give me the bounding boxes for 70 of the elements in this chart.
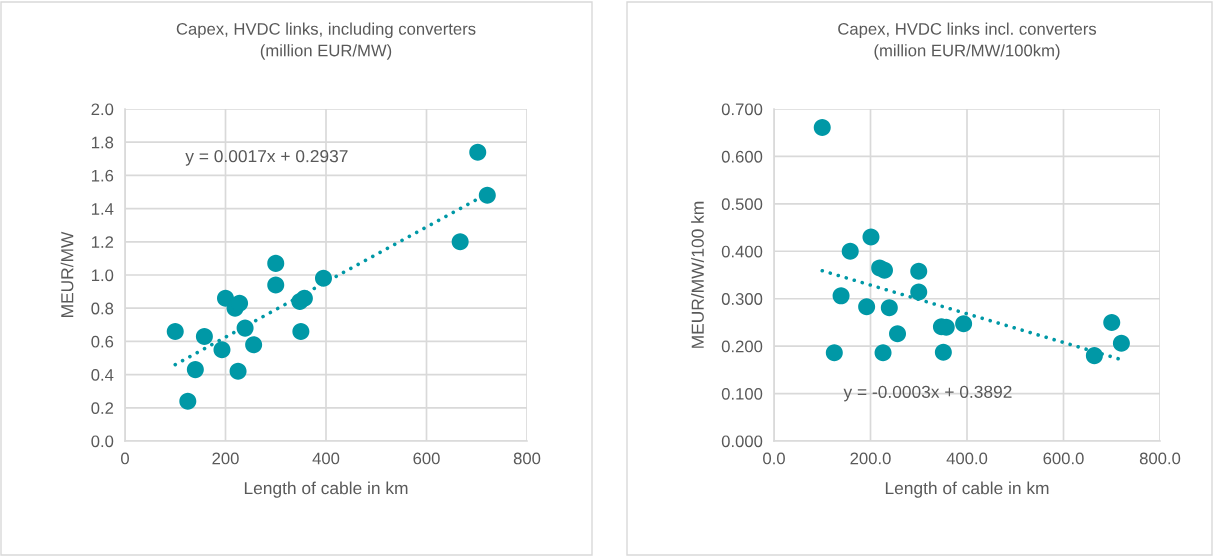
point xyxy=(832,287,850,305)
point xyxy=(292,322,310,340)
point xyxy=(267,276,285,294)
y-tick-label: 0.700 xyxy=(721,103,763,116)
y-axis-title: MEUR/MW xyxy=(60,231,74,317)
x-tick-label: 0 xyxy=(121,452,129,465)
x-tick-label: 400 xyxy=(312,452,340,465)
x-tick-label: 400.0 xyxy=(946,452,988,465)
chart-title: Capex, HVDC links, including converters (million EUR/MW) xyxy=(176,22,476,60)
point xyxy=(186,361,204,379)
x-tick-label: 800 xyxy=(513,452,541,465)
y-tick-label: 0.6 xyxy=(91,335,114,348)
point xyxy=(825,344,843,362)
x-tick-label: 0.0 xyxy=(763,452,785,465)
x-tick-label: 200 xyxy=(212,452,239,465)
y-tick-label: 1.6 xyxy=(91,169,114,182)
point xyxy=(295,289,313,307)
point xyxy=(910,262,928,280)
x-tick-label: 800.0 xyxy=(1139,452,1181,465)
y-tick-label: 0.4 xyxy=(91,369,114,381)
point xyxy=(229,362,247,380)
point xyxy=(1103,313,1121,331)
point xyxy=(478,186,496,204)
x-tick-label: 600 xyxy=(413,452,440,465)
y-tick-label: 0.600 xyxy=(721,150,763,163)
point xyxy=(469,143,487,161)
y-axis-title: MEUR/MW/100 km xyxy=(691,201,704,348)
point xyxy=(1085,347,1103,365)
y-tick-label: 1.2 xyxy=(91,236,114,248)
point xyxy=(813,118,831,136)
y-tick-label: 1.4 xyxy=(91,203,114,215)
point xyxy=(1112,334,1130,352)
y-tick-label: 0.2 xyxy=(91,402,114,414)
annotation: y = 0.0017x + 0.2937 xyxy=(185,150,348,166)
y-tick-label: 0.500 xyxy=(721,198,763,211)
point xyxy=(166,322,184,340)
x-tick-label: 200.0 xyxy=(850,452,891,465)
point xyxy=(858,298,876,316)
y-tick-label: 0.400 xyxy=(721,245,763,258)
point xyxy=(880,299,898,317)
point xyxy=(236,319,254,337)
x-tick-label: 600.0 xyxy=(1043,452,1084,465)
y-tick-label: 0.000 xyxy=(721,435,763,448)
x-axis-title: Length of cable in km xyxy=(244,481,408,498)
point xyxy=(934,343,952,361)
y-tick-label: 0.0 xyxy=(91,435,114,448)
y-tick-label: 0.8 xyxy=(91,302,114,315)
x-axis-title: Length of cable in km xyxy=(885,481,1049,498)
y-tick-label: 0.100 xyxy=(721,387,763,400)
y-tick-label: 2.0 xyxy=(91,103,114,116)
point xyxy=(267,254,285,272)
point xyxy=(314,269,332,287)
point xyxy=(231,294,249,312)
point xyxy=(213,341,231,359)
point xyxy=(910,283,928,301)
point xyxy=(889,325,907,343)
point xyxy=(955,315,973,333)
point xyxy=(195,327,213,345)
chart-title: Capex, HVDC links incl. converters (million EUR/MW/100km) xyxy=(838,22,1097,60)
point xyxy=(451,233,469,251)
point xyxy=(245,336,263,354)
y-tick-label: 0.300 xyxy=(721,293,763,305)
point xyxy=(179,392,197,410)
point xyxy=(874,344,892,362)
point xyxy=(862,228,880,246)
y-tick-label: 1.8 xyxy=(91,136,114,149)
y-tick-label: 1.0 xyxy=(91,269,114,282)
y-tick-label: 0.200 xyxy=(721,340,763,353)
point xyxy=(841,242,859,260)
annotation: y = -0.0003x + 0.3892 xyxy=(843,385,1012,402)
